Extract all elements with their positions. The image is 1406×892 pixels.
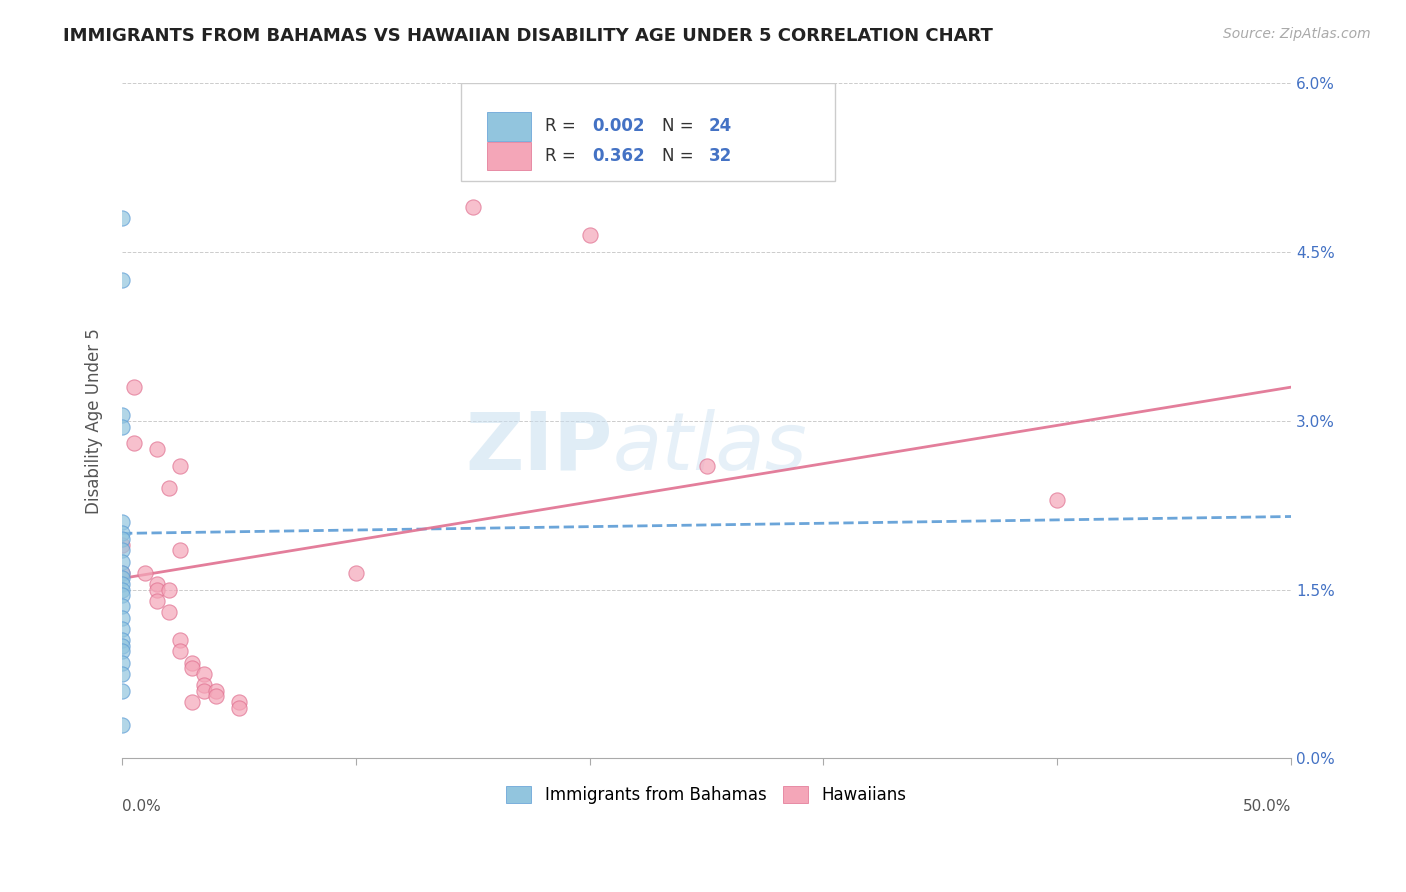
Point — [193, 684, 215, 698]
Text: atlas: atlas — [613, 409, 808, 487]
Text: IMMIGRANTS FROM BAHAMAS VS HAWAIIAN DISABILITY AGE UNDER 5 CORRELATION CHART: IMMIGRANTS FROM BAHAMAS VS HAWAIIAN DISA… — [63, 27, 993, 45]
Point — [146, 594, 169, 608]
Point — [111, 656, 134, 670]
Point — [578, 228, 600, 243]
Point — [111, 543, 134, 558]
Point — [111, 622, 134, 636]
Point — [193, 667, 215, 681]
Point — [111, 526, 134, 541]
Point — [111, 273, 134, 287]
Point — [111, 538, 134, 552]
Y-axis label: Disability Age Under 5: Disability Age Under 5 — [86, 328, 103, 514]
Text: 0.002: 0.002 — [592, 118, 644, 136]
Text: 24: 24 — [709, 118, 733, 136]
Point — [146, 442, 169, 456]
Point — [111, 515, 134, 529]
Point — [146, 577, 169, 591]
Text: R =: R = — [546, 147, 581, 165]
Point — [111, 644, 134, 658]
Text: 0.0%: 0.0% — [122, 799, 160, 814]
Text: ZIP: ZIP — [465, 409, 613, 487]
Point — [157, 605, 180, 619]
Point — [461, 200, 484, 214]
Point — [122, 380, 145, 394]
Point — [1046, 492, 1069, 507]
Point — [344, 566, 367, 580]
Point — [111, 717, 134, 731]
Point — [204, 690, 226, 704]
Point — [111, 588, 134, 602]
FancyBboxPatch shape — [461, 84, 835, 181]
Legend: Immigrants from Bahamas, Hawaiians: Immigrants from Bahamas, Hawaiians — [499, 780, 914, 811]
Point — [122, 436, 145, 450]
Point — [111, 684, 134, 698]
Point — [111, 409, 134, 423]
Point — [111, 582, 134, 597]
Point — [134, 566, 156, 580]
Text: R =: R = — [546, 118, 581, 136]
Point — [169, 458, 191, 473]
Point — [193, 678, 215, 692]
Point — [111, 419, 134, 434]
Point — [228, 700, 250, 714]
Point — [181, 695, 204, 709]
Point — [169, 543, 191, 558]
Point — [111, 554, 134, 568]
Text: N =: N = — [662, 147, 699, 165]
Point — [204, 684, 226, 698]
Point — [146, 582, 169, 597]
Point — [157, 582, 180, 597]
Text: 32: 32 — [709, 147, 733, 165]
Point — [181, 656, 204, 670]
Point — [111, 599, 134, 614]
Point — [157, 482, 180, 496]
Point — [111, 211, 134, 226]
Text: Source: ZipAtlas.com: Source: ZipAtlas.com — [1223, 27, 1371, 41]
Text: 0.362: 0.362 — [592, 147, 644, 165]
Point — [169, 644, 191, 658]
Point — [111, 639, 134, 653]
Point — [111, 571, 134, 585]
Point — [169, 633, 191, 648]
Point — [111, 577, 134, 591]
Point — [111, 667, 134, 681]
FancyBboxPatch shape — [486, 112, 531, 141]
Point — [181, 661, 204, 675]
Text: N =: N = — [662, 118, 699, 136]
Point — [111, 611, 134, 625]
FancyBboxPatch shape — [486, 142, 531, 170]
Point — [228, 695, 250, 709]
Point — [111, 566, 134, 580]
Point — [111, 633, 134, 648]
Point — [111, 566, 134, 580]
Text: 50.0%: 50.0% — [1243, 799, 1291, 814]
Point — [578, 133, 600, 147]
Point — [111, 532, 134, 546]
Point — [696, 458, 718, 473]
